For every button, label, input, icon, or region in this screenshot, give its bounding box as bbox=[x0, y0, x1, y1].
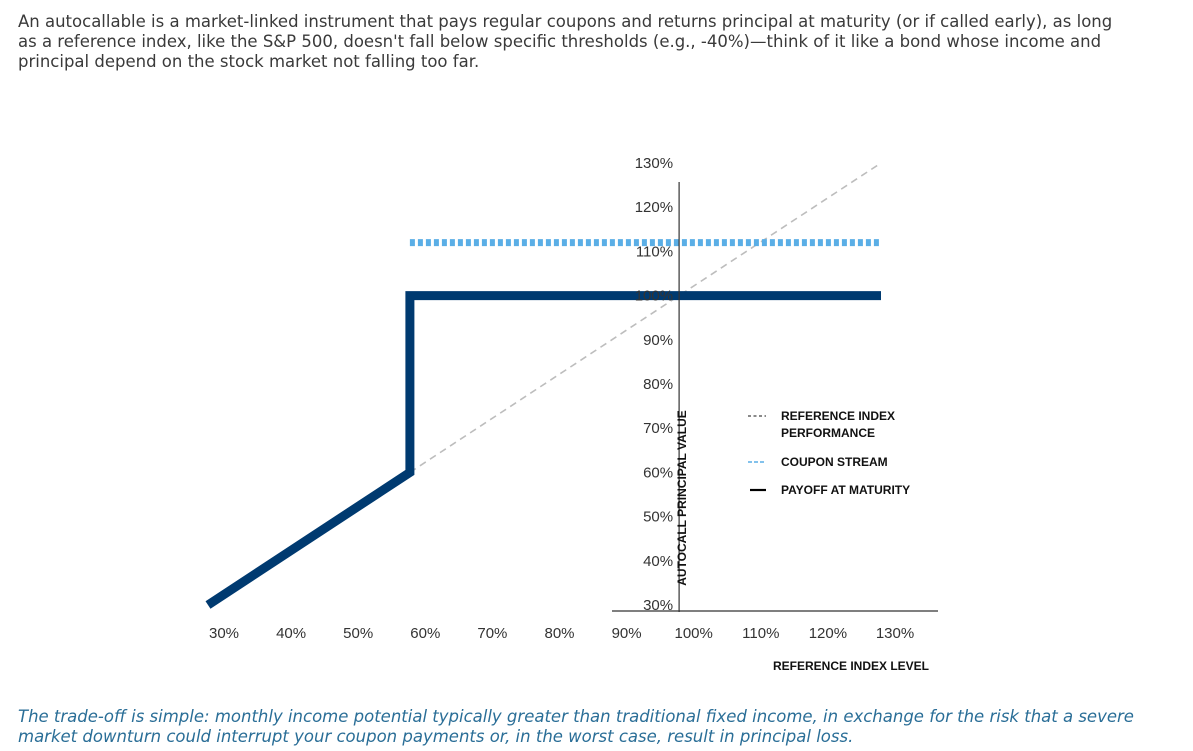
x-tick-label: 40% bbox=[276, 625, 306, 642]
legend-item: REFERENCE INDEX PERFORMANCE bbox=[748, 409, 895, 440]
series-layer bbox=[205, 162, 882, 609]
axes-layer bbox=[612, 182, 938, 612]
ticks-layer: 30% 40% 50% 60% 70% 80% 90% 100% 110% 120% 130% 30%… bbox=[209, 155, 914, 642]
x-tick-label: 120% bbox=[809, 625, 847, 642]
y-tick-label: 80% bbox=[643, 376, 673, 393]
legend: REFERENCE INDEX PERFORMANCE COUPON STREAM P… bbox=[748, 409, 910, 497]
y-tick-label: 50% bbox=[643, 509, 673, 526]
x-tick-label: 110% bbox=[742, 625, 779, 642]
x-axis-title: REFERENCE INDEX LEVEL bbox=[773, 659, 929, 673]
x-tick-label: 100% bbox=[675, 625, 713, 642]
y-tick-label: 60% bbox=[643, 464, 673, 481]
legend-label: COUPON STREAM bbox=[781, 455, 888, 469]
y-tick-label: 120% bbox=[635, 199, 673, 216]
series-line-payoff-at-maturity bbox=[205, 291, 881, 609]
x-tick-label: 60% bbox=[410, 625, 440, 642]
x-tick-label: 90% bbox=[612, 625, 642, 642]
legend-label: PERFORMANCE bbox=[781, 426, 875, 440]
x-tick-label: 130% bbox=[876, 625, 914, 642]
y-tick-label: 40% bbox=[643, 553, 673, 570]
legend-label: PAYOFF AT MATURITY bbox=[781, 483, 910, 497]
x-tick-label: 70% bbox=[477, 625, 507, 642]
y-tick-label: 90% bbox=[643, 332, 673, 349]
intro-paragraph: An autocallable is a market-linked instr… bbox=[18, 12, 1113, 71]
y-tick-label: 100% bbox=[635, 288, 673, 305]
legend-label: REFERENCE INDEX bbox=[781, 409, 895, 423]
y-axis-title: AUTOCALL PRINCIPAL VALUE bbox=[675, 410, 689, 586]
y-tick-label: 130% bbox=[635, 155, 673, 172]
x-tick-label: 30% bbox=[209, 625, 239, 642]
series-line-reference-index-performance bbox=[409, 162, 882, 474]
outro-paragraph: The trade-off is simple: monthly income … bbox=[18, 707, 1134, 746]
y-tick-label: 70% bbox=[643, 420, 673, 437]
y-tick-label: 30% bbox=[643, 597, 673, 614]
legend-item: COUPON STREAM bbox=[748, 455, 888, 469]
x-tick-label: 80% bbox=[544, 625, 574, 642]
legend-item: PAYOFF AT MATURITY bbox=[750, 483, 910, 497]
x-tick-label: 50% bbox=[343, 625, 373, 642]
y-tick-label: 110% bbox=[636, 243, 673, 260]
